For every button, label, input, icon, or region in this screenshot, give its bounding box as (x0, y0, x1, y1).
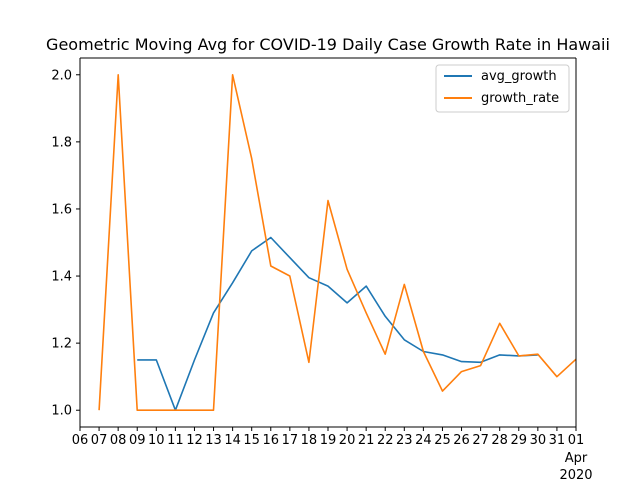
x-tick-label: 14 (224, 433, 241, 448)
x-tick-label: 18 (301, 433, 318, 448)
y-tick-label: 1.4 (51, 270, 72, 285)
series-line-avg-growth (137, 236, 538, 412)
x-tick-label: 20 (339, 433, 356, 448)
legend-label-growth-rate: growth_rate (481, 91, 559, 106)
x-tick-label: 27 (472, 433, 489, 448)
x-tick-label: 24 (415, 433, 432, 448)
x-tick-label: 10 (148, 433, 165, 448)
y-tick-label: 1.2 (51, 337, 72, 352)
x-tick-label: 22 (377, 433, 394, 448)
x-tick-label: 16 (262, 433, 279, 448)
x-tick-label: 01 (568, 433, 585, 448)
y-tick-label: 2.0 (51, 68, 72, 83)
x-tick-label: 11 (167, 433, 184, 448)
x-tick-label: 09 (129, 433, 146, 448)
x-tick-label: 07 (91, 433, 108, 448)
x-tick-month-label: Apr (565, 451, 588, 466)
y-tick-label: 1.8 (51, 135, 72, 150)
y-tick-label: 1.6 (51, 202, 72, 217)
x-tick-label: 12 (186, 433, 203, 448)
series-line-growth-rate (98, 74, 577, 412)
x-tick-label: 08 (110, 433, 127, 448)
x-tick-label: 28 (491, 433, 508, 448)
x-tick-label: 25 (434, 433, 451, 448)
series-layer (98, 74, 577, 412)
y-tick-label: 1.0 (51, 404, 72, 419)
x-tick-label: 06 (72, 433, 89, 448)
x-tick-label: 13 (205, 433, 222, 448)
x-tick-label: 30 (530, 433, 547, 448)
x-tick-label: 31 (549, 433, 566, 448)
x-tick-label: 29 (510, 433, 527, 448)
x-axis-ticks: 06 07 08 09 10 11 12 13 14 15 16 17 18 19 20 21 22 23 24 25… (72, 427, 593, 480)
x-tick-label: 17 (282, 433, 299, 448)
legend-label-avg-growth: avg_growth (481, 69, 557, 84)
x-tick-label: 26 (453, 433, 470, 448)
x-tick-label: 15 (243, 433, 260, 448)
plot-area (80, 58, 576, 427)
x-tick-label: 19 (320, 433, 337, 448)
x-tick-label: 21 (358, 433, 375, 448)
chart-title: Geometric Moving Avg for COVID-19 Daily … (46, 35, 610, 54)
legend: avg_growth growth_rate (435, 64, 570, 113)
y-axis-ticks: 1.0 1.2 1.4 1.6 1.8 2.0 (51, 68, 80, 419)
x-tick-year-label: 2020 (559, 468, 592, 480)
x-tick-label: 23 (396, 433, 413, 448)
